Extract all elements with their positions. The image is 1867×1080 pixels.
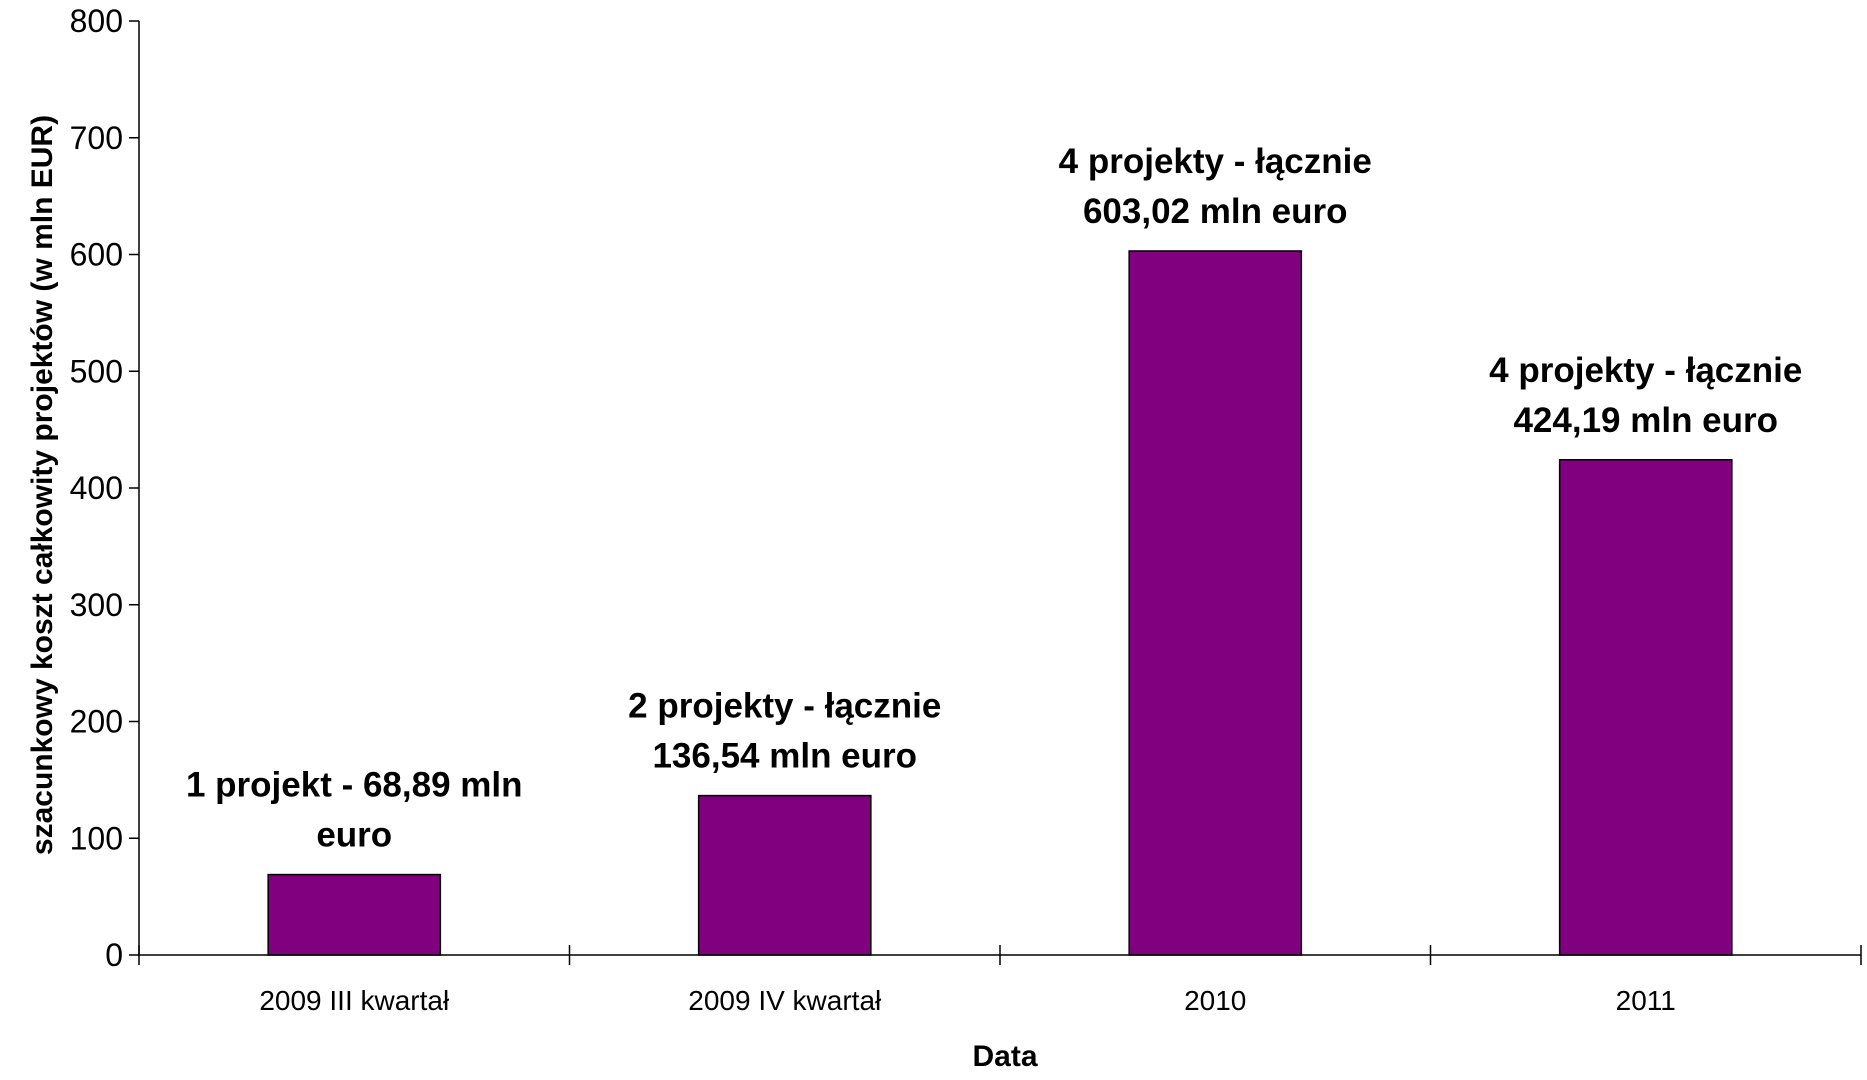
bar-2 (697, 794, 872, 956)
data-label-3-line-2: 603,02 mln euro (1083, 192, 1348, 231)
y-tick-label-300: 300 (70, 587, 123, 623)
x-tick-label-1: 2009 III kwartał (259, 985, 450, 1016)
data-label-1-line-1: 1 projekt - 68,89 mln (186, 766, 523, 805)
bar-3 (1128, 250, 1303, 956)
x-axis-title: Data (972, 1040, 1037, 1073)
y-tick-label-600: 600 (70, 237, 123, 273)
x-tick-label-2: 2009 IV kwartał (688, 985, 882, 1016)
y-tick-label-200: 200 (70, 704, 123, 740)
bar-4 (1558, 459, 1733, 956)
data-label-4-line-1: 4 projekty - łącznie (1489, 351, 1802, 390)
y-axis-title: szacunkowy koszt całkowity projektów (w … (26, 115, 59, 855)
y-tick-label-400: 400 (70, 470, 123, 506)
x-tick-label-4: 2011 (1616, 985, 1676, 1016)
y-tick-label-800: 800 (70, 3, 123, 39)
y-tick-label-700: 700 (70, 120, 123, 156)
y-tick-label-500: 500 (70, 353, 123, 389)
data-label-2-line-1: 2 projekty - łącznie (628, 687, 941, 726)
y-tick-label-0: 0 (105, 937, 123, 973)
x-tick-label-3: 2010 (1184, 985, 1246, 1016)
data-label-3-line-1: 4 projekty - łącznie (1059, 142, 1372, 181)
data-label-2-line-2: 136,54 mln euro (652, 737, 917, 776)
bar-1 (267, 873, 442, 956)
y-tick-label-100: 100 (70, 820, 123, 856)
data-label-4-line-2: 424,19 mln euro (1513, 401, 1778, 440)
data-label-1-line-2: euro (316, 816, 392, 855)
